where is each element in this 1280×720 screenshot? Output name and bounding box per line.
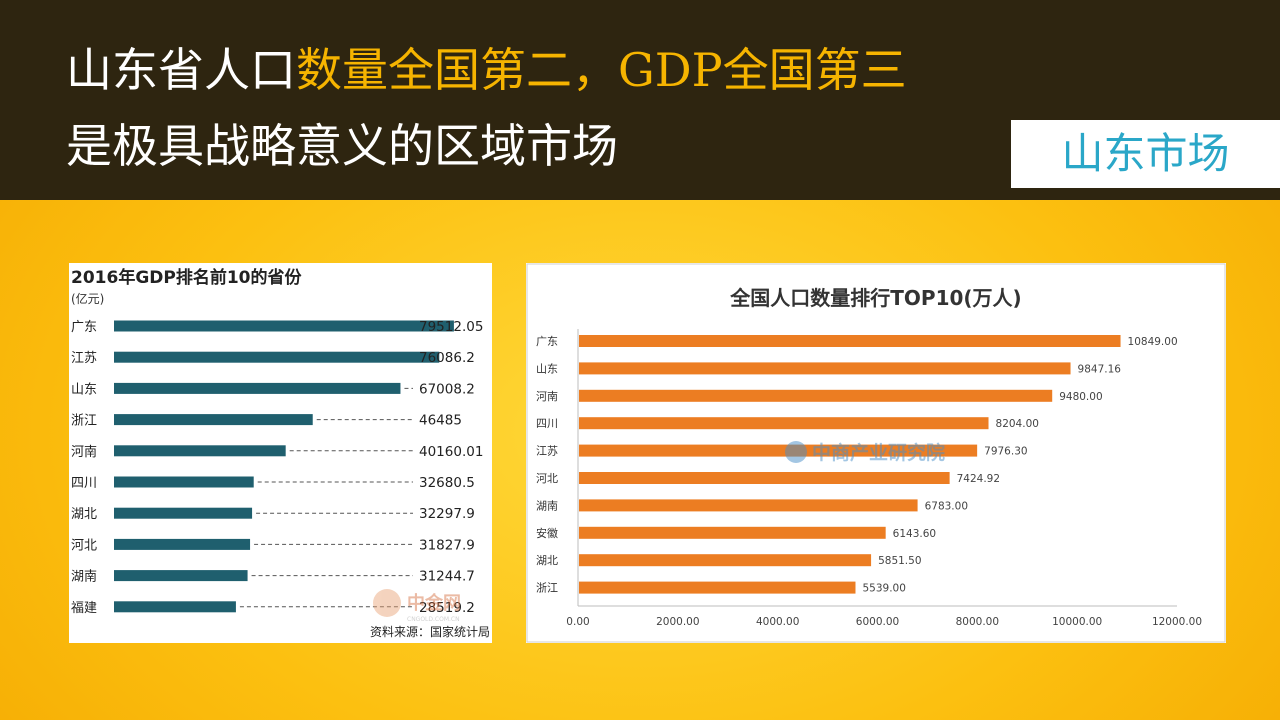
gdp-chart-source: 资料来源：国家统计局 [370,624,490,639]
population-x-tick-label: 8000.00 [956,616,999,628]
gdp-chart: 2016年GDP排名前10的省份 (亿元) 广东 79512.05 江苏 76086.2 山… [71,267,490,639]
gdp-bar [114,476,254,488]
headline-line-1: 山东省人口数量全国第二，GDP全国第三 [66,40,907,100]
population-x-tick-label: 4000.00 [756,616,799,628]
gdp-bar [114,507,253,519]
gdp-value-label: 28519.2 [419,600,475,616]
population-watermark-text: 中商产业研究院 [812,441,945,464]
market-tag-label: 山东市场 [1061,129,1230,178]
population-bar [579,499,918,512]
population-category-label: 湖南 [536,499,558,512]
population-value-label: 10849.00 [1128,336,1178,348]
population-watermark: 中商产业研究院 [785,441,945,464]
gdp-value-label: 31244.7 [419,569,475,585]
population-bar [579,362,1071,375]
gdp-category-label: 山东 [71,382,97,397]
gdp-value-label: 40160.01 [419,444,483,460]
gdp-bar [114,538,251,550]
gdp-bar [114,320,454,332]
population-category-label: 四川 [536,417,558,430]
population-bar [579,444,978,457]
population-bar [579,554,872,567]
gdp-watermark: 中金网 CNGOLD.COM.CN [373,589,461,623]
headline-white-text: 山东省人口 [66,43,296,97]
gdp-value-label: 32297.9 [419,506,475,522]
population-chart-frame [526,263,1226,643]
gdp-value-label: 31827.9 [419,537,475,553]
gdp-category-label: 福建 [71,601,97,616]
population-category-label: 广东 [536,335,558,348]
population-bar [579,417,989,430]
population-value-label: 9480.00 [1059,391,1102,403]
gdp-bar [114,445,286,457]
gdp-category-label: 江苏 [71,350,97,366]
population-bar [579,526,886,539]
population-x-tick-label: 10000.00 [1052,616,1102,628]
population-category-label: 湖北 [536,554,558,567]
watermark-logo-icon [785,441,807,463]
gdp-watermark-sub: CNGOLD.COM.CN [407,616,460,623]
population-value-label: 5539.00 [862,583,905,595]
population-category-label: 江苏 [536,445,558,458]
population-x-tick-label: 2000.00 [656,616,699,628]
gdp-bar [114,601,236,613]
population-category-label: 山东 [536,362,558,375]
population-value-label: 7424.92 [957,473,1000,485]
gdp-value-label: 46485 [419,413,462,429]
population-category-label: 河北 [536,472,558,485]
population-chart: 全国人口数量排行TOP10(万人) 广东 10849.00 山东 9847.16 河南 94… [526,263,1226,643]
population-category-label: 安徽 [536,526,558,540]
population-bar [579,389,1053,402]
gdp-value-label: 67008.2 [419,381,475,397]
population-chart-title: 全国人口数量排行TOP10(万人) [729,286,1021,310]
gdp-category-label: 湖北 [71,507,97,522]
population-category-label: 河南 [536,390,558,403]
population-bar [579,581,856,594]
population-x-tick-label: 12000.00 [1152,616,1202,628]
gdp-category-label: 河南 [71,444,97,460]
gdp-category-label: 四川 [71,476,97,491]
gdp-category-label: 浙江 [71,414,97,429]
population-category-label: 浙江 [536,582,558,595]
population-value-label: 5851.50 [878,555,921,567]
gdp-value-label: 32680.5 [419,475,475,491]
population-bar [579,335,1121,347]
gdp-value-label: 76086.2 [419,350,475,366]
gdp-bar [114,570,248,582]
gdp-bar [114,351,440,363]
gdp-category-label: 广东 [71,320,97,335]
population-value-label: 6783.00 [925,500,968,512]
gdp-watermark-text: 中金网 [407,592,461,614]
gdp-bar [114,382,401,394]
headline-highlight-text: 数量全国第二，GDP全国第三 [296,43,907,97]
market-tag: 山东市场 [1011,120,1280,188]
population-value-label: 9847.16 [1078,363,1122,375]
watermark-logo-icon [373,589,401,617]
population-chart-panel: 全国人口数量排行TOP10(万人) 广东 10849.00 山东 9847.16 河南 94… [526,263,1226,643]
gdp-chart-unit: (亿元) [71,291,104,306]
headline-line-2: 是极具战略意义的区域市场 [66,119,618,173]
gdp-value-label: 79512.05 [419,319,483,335]
gdp-chart-panel: 2016年GDP排名前10的省份 (亿元) 广东 79512.05 江苏 76086.2 山… [69,263,492,643]
gdp-chart-title: 2016年GDP排名前10的省份 [71,267,302,288]
population-value-label: 7976.30 [984,446,1027,458]
title-banner: 山东省人口数量全国第二，GDP全国第三 是极具战略意义的区域市场 山东市场 [0,0,1280,200]
population-x-tick-label: 6000.00 [856,616,899,628]
population-x-tick-label: 0.00 [566,616,589,628]
gdp-category-label: 河北 [71,538,97,553]
gdp-category-label: 湖南 [71,569,97,585]
population-bar [579,472,950,484]
population-value-label: 6143.60 [893,528,936,540]
population-value-label: 8204.00 [996,418,1039,430]
gdp-bar [114,414,313,426]
